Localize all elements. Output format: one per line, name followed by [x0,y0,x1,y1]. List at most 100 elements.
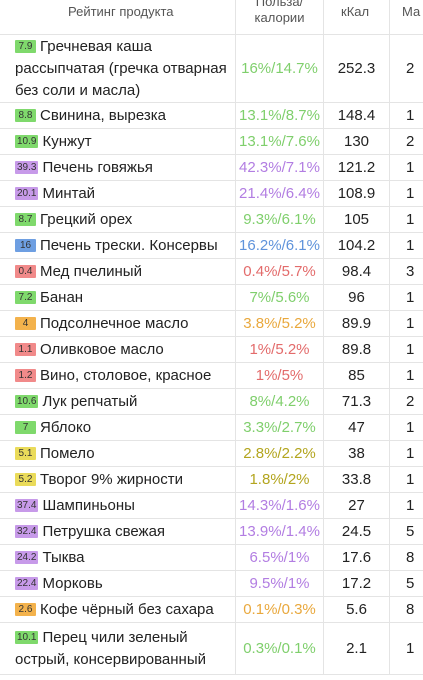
kcal-cell: 17.6 [324,545,390,570]
product-name-wrap: 1.2 Вино, столовое, красное [15,365,211,387]
table-row[interactable]: 1.2 Вино, столовое, красное 1%/5% 85 1 [0,363,423,389]
kcal-cell: 38 [324,441,390,466]
header-extra[interactable]: Ма [402,4,421,19]
table-row[interactable]: 8.8 Свинина, вырезка 13.1%/8.7% 148.4 1 [0,103,423,129]
table-row[interactable]: 0.4 Мед пчелиный 0.4%/5.7% 98.4 3 [0,259,423,285]
product-name[interactable]: Лук репчатый [42,392,138,410]
table-row[interactable]: 24.2 Тыква 6.5%/1% 17.6 8 [0,545,423,571]
table-row[interactable]: 4 Подсолнечное масло 3.8%/5.2% 89.9 1 [0,311,423,337]
product-name[interactable]: Кофе чёрный без сахара [40,600,214,618]
benefit-calories-cell: 16%/14.7% [236,35,324,102]
table-row[interactable]: 1.1 Оливковое масло 1%/5.2% 89.8 1 [0,337,423,363]
extra-cell: 1 [406,315,415,332]
table-row[interactable]: 39.3 Печень говяжья 42.3%/7.1% 121.2 1 [0,155,423,181]
product-cell: 0.4 Мед пчелиный [0,259,236,284]
table-row[interactable]: 2.6 Кофе чёрный без сахара 0.1%/0.3% 5.6 8 [0,597,423,623]
product-name[interactable]: Свинина, вырезка [40,106,167,124]
table-row[interactable]: 20.1 Минтай 21.4%/6.4% 108.9 1 [0,181,423,207]
rating-badge: 20.1 [15,186,39,200]
kcal-cell: 96 [324,285,390,310]
rating-badge: 7 [15,420,36,434]
table-row[interactable]: 32.4 Петрушка свежая 13.9%/1.4% 24.5 5 [0,519,423,545]
product-name[interactable]: Грецкий орех [40,210,133,228]
table-row[interactable]: 5.1 Помело 2.8%/2.2% 38 1 [0,441,423,467]
benefit-calories-cell: 2.8%/2.2% [236,441,324,466]
extra-cell: 3 [406,263,415,280]
benefit-calories-cell: 0.3%/0.1% [236,623,324,674]
product-name[interactable]: Вино, столовое, красное [40,366,212,384]
product-name-wrap: 20.1 Минтай [15,183,95,205]
extra-cell: 1 [406,419,415,436]
extra-cell: 1 [406,159,415,176]
extra-cell: 1 [406,445,415,462]
product-name[interactable]: Шампиньоны [42,496,135,514]
benefit-calories-cell: 0.4%/5.7% [236,259,324,284]
product-cell: 10.1 Перец чили зеленый острый, консервир… [0,623,236,674]
product-name[interactable]: Помело [40,444,95,462]
product-name[interactable]: Петрушка свежая [42,522,166,540]
kcal-cell: 47 [324,415,390,440]
benefit-calories-cell: 13.1%/8.7% [236,103,324,128]
table-row[interactable]: 16 Печень трески. Консервы 16.2%/6.1% 104.2… [0,233,423,259]
product-name[interactable]: Кунжут [42,132,92,150]
rating-badge: 0.4 [15,264,36,278]
product-name[interactable]: Тыква [42,548,85,566]
rating-badge: 10.1 [15,630,39,644]
product-cell: 16 Печень трески. Консервы [0,233,236,258]
kcal-cell: 33.8 [324,467,390,492]
product-name-wrap: 8.7 Грецкий орех [15,209,132,231]
product-name[interactable]: Творог 9% жирности [40,470,183,488]
benefit-calories-cell: 42.3%/7.1% [236,155,324,180]
header-benefit-line2: калории [254,10,305,25]
product-name[interactable]: Оливковое масло [40,340,164,358]
rating-badge: 1.2 [15,368,36,382]
table-row[interactable]: 5.2 Творог 9% жирности 1.8%/2% 33.8 1 [0,467,423,493]
table-row[interactable]: 22.4 Морковь 9.5%/1% 17.2 5 [0,571,423,597]
product-name[interactable]: Яблоко [40,418,92,436]
product-name[interactable]: Печень трески. Консервы [40,236,218,254]
table-row[interactable]: 7.9 Гречневая каша рассыпчатая (гречка от… [0,35,423,103]
kcal-cell: 148.4 [324,103,390,128]
kcal-cell: 89.9 [324,311,390,336]
kcal-cell: 104.2 [324,233,390,258]
table-row[interactable]: 10.9 Кунжут 13.1%/7.6% 130 2 [0,129,423,155]
table-row[interactable]: 7.2 Банан 7%/5.6% 96 1 [0,285,423,311]
table-row[interactable]: 37.4 Шампиньоны 14.3%/1.6% 27 1 [0,493,423,519]
table-row[interactable]: 8.7 Грецкий орех 9.3%/6.1% 105 1 [0,207,423,233]
table-row[interactable]: 10.1 Перец чили зеленый острый, консервир… [0,623,423,675]
table-row[interactable]: 10.6 Лук репчатый 8%/4.2% 71.3 2 [0,389,423,415]
product-name[interactable]: Банан [40,288,84,306]
product-name[interactable]: Подсолнечное масло [40,314,189,332]
header-benefit-calories[interactable]: Польза/ калории [236,0,324,34]
product-cell: 5.1 Помело [0,441,236,466]
kcal-cell: 5.6 [324,597,390,622]
kcal-cell: 71.3 [324,389,390,414]
product-name-wrap: 7.2 Банан [15,287,83,309]
benefit-calories-cell: 7%/5.6% [236,285,324,310]
header-kcal[interactable]: кКал [324,0,390,34]
product-name[interactable]: Гречневая каша рассыпчатая (гречка отвар… [15,37,227,99]
header-product-rating[interactable]: Рейтинг продукта [0,0,236,34]
product-name[interactable]: Перец чили зеленый острый, консервирован… [15,628,206,668]
product-cell: 10.6 Лук репчатый [0,389,236,414]
extra-cell: 2 [406,133,415,150]
product-cell: 8.7 Грецкий орех [0,207,236,232]
benefit-calories-cell: 13.1%/7.6% [236,129,324,154]
benefit-calories-cell: 9.5%/1% [236,571,324,596]
product-name[interactable]: Минтай [42,184,96,202]
extra-cell: 2 [406,60,415,77]
product-name[interactable]: Мед пчелиный [40,262,142,280]
product-cell: 5.2 Творог 9% жирности [0,467,236,492]
extra-cell: 1 [406,471,415,488]
product-name[interactable]: Морковь [42,574,103,592]
kcal-cell: 24.5 [324,519,390,544]
benefit-calories-cell: 1.8%/2% [236,467,324,492]
product-name[interactable]: Печень говяжья [42,158,153,176]
product-name-wrap: 5.1 Помело [15,443,95,465]
extra-cell: 1 [406,107,415,124]
extra-cell: 8 [406,601,415,618]
table-row[interactable]: 7 Яблоко 3.3%/2.7% 47 1 [0,415,423,441]
product-cell: 4 Подсолнечное масло [0,311,236,336]
rating-badge: 5.1 [15,446,36,460]
product-cell: 37.4 Шампиньоны [0,493,236,518]
